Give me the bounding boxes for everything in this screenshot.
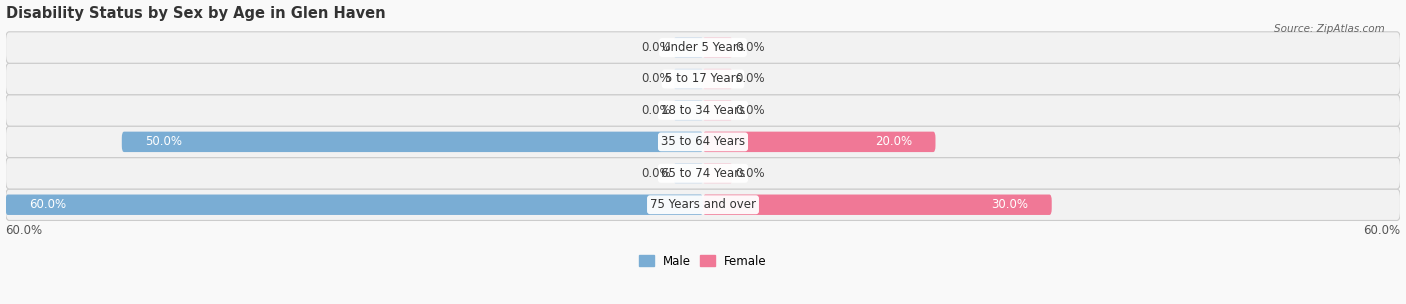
- FancyBboxPatch shape: [6, 32, 1400, 63]
- FancyBboxPatch shape: [122, 132, 703, 152]
- FancyBboxPatch shape: [703, 132, 935, 152]
- FancyBboxPatch shape: [703, 100, 733, 121]
- Text: 0.0%: 0.0%: [641, 72, 671, 85]
- Text: 0.0%: 0.0%: [735, 104, 765, 117]
- Text: 0.0%: 0.0%: [641, 104, 671, 117]
- FancyBboxPatch shape: [6, 63, 1400, 95]
- Text: 0.0%: 0.0%: [641, 41, 671, 54]
- FancyBboxPatch shape: [673, 69, 703, 89]
- FancyBboxPatch shape: [6, 95, 1400, 126]
- FancyBboxPatch shape: [703, 37, 733, 58]
- FancyBboxPatch shape: [703, 69, 733, 89]
- Text: 5 to 17 Years: 5 to 17 Years: [665, 72, 741, 85]
- Text: 35 to 64 Years: 35 to 64 Years: [661, 135, 745, 148]
- Text: 20.0%: 20.0%: [875, 135, 912, 148]
- Text: 60.0%: 60.0%: [6, 224, 42, 237]
- FancyBboxPatch shape: [703, 195, 1052, 215]
- Text: 0.0%: 0.0%: [735, 72, 765, 85]
- FancyBboxPatch shape: [673, 37, 703, 58]
- Text: 30.0%: 30.0%: [991, 198, 1028, 211]
- FancyBboxPatch shape: [6, 195, 703, 215]
- FancyBboxPatch shape: [673, 100, 703, 121]
- Text: 65 to 74 Years: 65 to 74 Years: [661, 167, 745, 180]
- Text: 18 to 34 Years: 18 to 34 Years: [661, 104, 745, 117]
- FancyBboxPatch shape: [6, 189, 1400, 220]
- Text: 75 Years and over: 75 Years and over: [650, 198, 756, 211]
- Text: 0.0%: 0.0%: [641, 167, 671, 180]
- Text: 60.0%: 60.0%: [28, 198, 66, 211]
- Text: Source: ZipAtlas.com: Source: ZipAtlas.com: [1274, 24, 1385, 34]
- FancyBboxPatch shape: [6, 157, 1400, 189]
- FancyBboxPatch shape: [703, 163, 733, 184]
- Legend: Male, Female: Male, Female: [634, 250, 772, 272]
- Text: Disability Status by Sex by Age in Glen Haven: Disability Status by Sex by Age in Glen …: [6, 5, 385, 21]
- Text: Under 5 Years: Under 5 Years: [662, 41, 744, 54]
- FancyBboxPatch shape: [6, 126, 1400, 157]
- Text: 60.0%: 60.0%: [1364, 224, 1400, 237]
- FancyBboxPatch shape: [673, 163, 703, 184]
- Text: 50.0%: 50.0%: [145, 135, 181, 148]
- Text: 0.0%: 0.0%: [735, 167, 765, 180]
- Text: 0.0%: 0.0%: [735, 41, 765, 54]
